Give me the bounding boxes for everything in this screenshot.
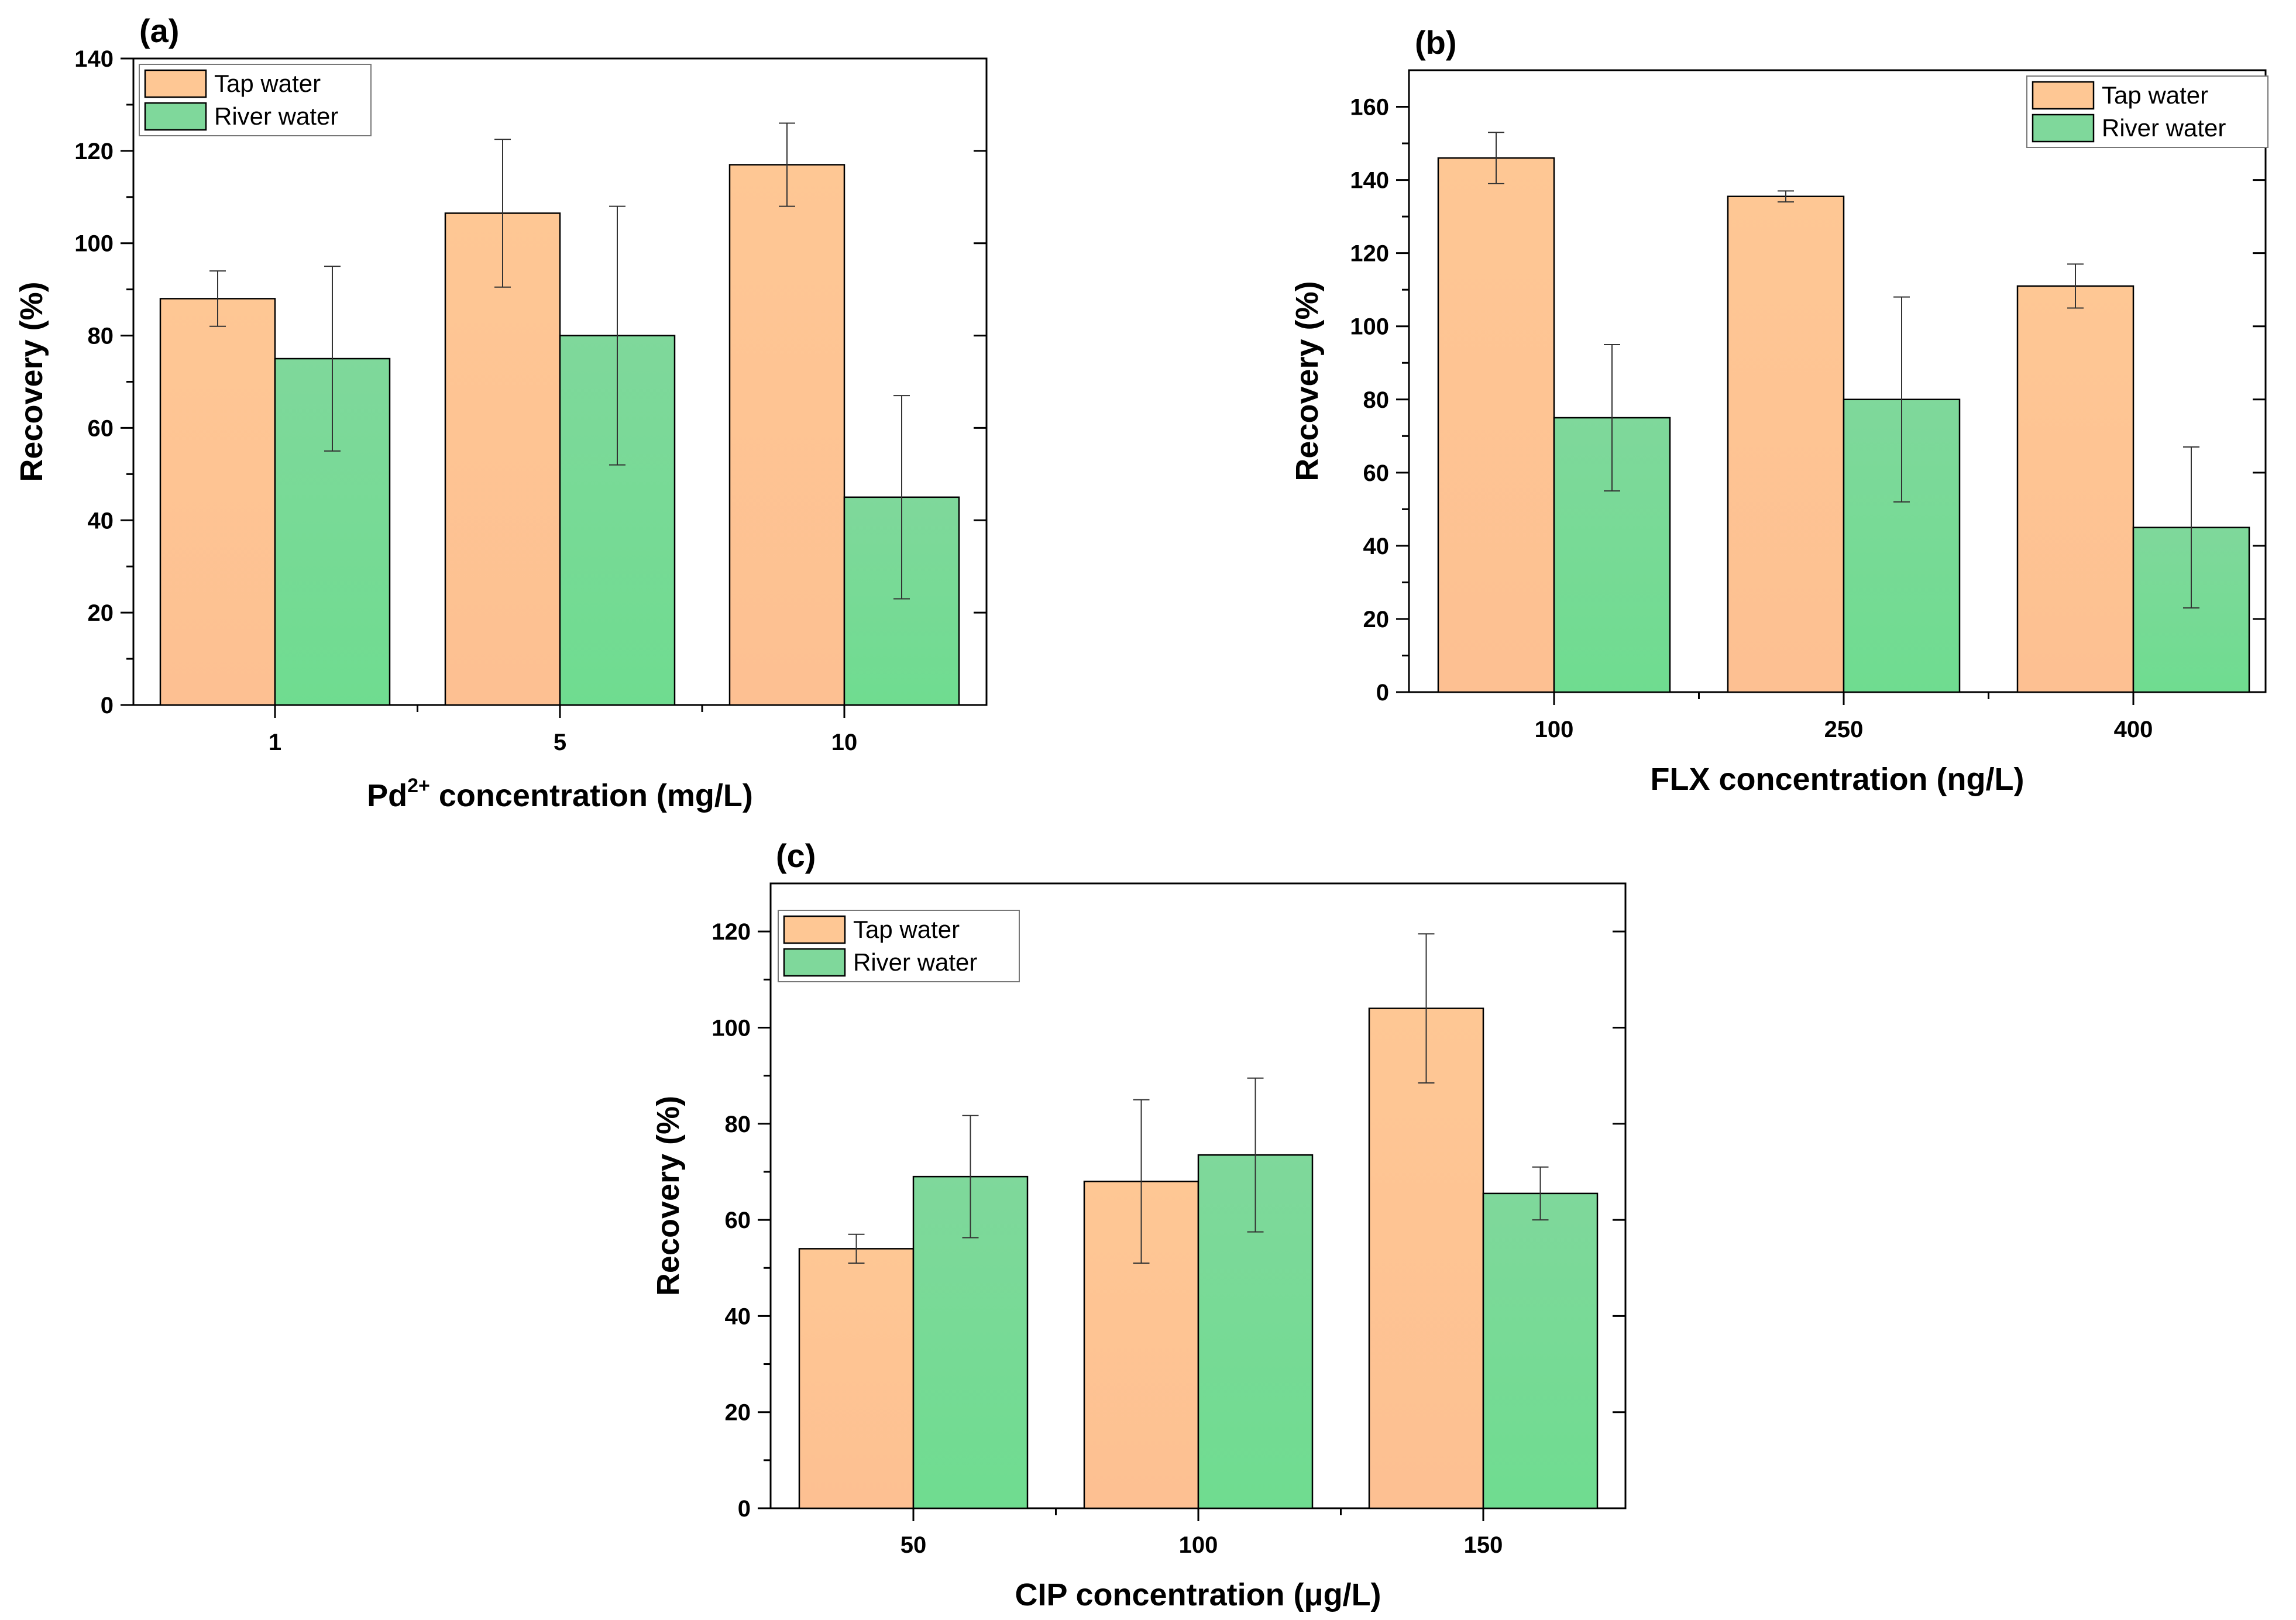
legend: Tap water River water <box>2026 75 2268 148</box>
tap-water-bar-150 <box>1368 1007 1484 1509</box>
y-tick-label: 40 <box>725 1303 751 1329</box>
y-axis-title: Recovery (%) <box>14 281 49 481</box>
legend-swatch-tap <box>2032 81 2095 110</box>
y-tick-label: 160 <box>1350 95 1389 121</box>
panel-label: (b) <box>1415 24 1457 61</box>
legend-swatch-river <box>144 102 207 131</box>
y-tick-label: 140 <box>74 46 114 72</box>
y-tick-label: 60 <box>725 1208 751 1233</box>
x-tick-label: 100 <box>1535 717 1574 742</box>
panel-label: (c) <box>776 837 816 874</box>
legend-entry: River water <box>214 102 338 130</box>
tap-water-bar-10 <box>728 164 845 706</box>
tap-water-bar-400 <box>2016 285 2135 693</box>
y-tick-label: 60 <box>1363 460 1390 486</box>
legend-entry: Tap water <box>214 70 321 97</box>
y-tick-label: 40 <box>1363 534 1390 559</box>
y-tick-label: 20 <box>1363 607 1390 632</box>
legend-entry: Tap water <box>853 916 960 943</box>
y-tick-label: 80 <box>1363 387 1390 413</box>
x-tick-label: 100 <box>1179 1532 1218 1558</box>
tap-water-bar-5 <box>444 212 561 706</box>
x-axis-title-sup: 2+ <box>407 775 430 797</box>
y-tick-label: 80 <box>725 1112 751 1137</box>
legend-swatch-tap <box>783 915 846 944</box>
y-tick-label: 100 <box>74 231 114 257</box>
y-tick-label: 80 <box>88 324 114 349</box>
legend-entry: River water <box>2102 114 2226 142</box>
x-tick-label: 50 <box>900 1532 927 1558</box>
y-axis-title: Recovery (%) <box>1290 281 1325 481</box>
y-tick-label: 0 <box>738 1496 751 1522</box>
y-tick-label: 120 <box>1350 241 1389 267</box>
chart-panel-2: 0 20 40 60 80 100 120 50 100 150 (c) Recovery (%) CI… <box>651 837 1627 1612</box>
tap-water-bar-1 <box>159 298 276 706</box>
y-tick-label: 100 <box>712 1015 751 1041</box>
tap-water-bar-50 <box>798 1248 915 1509</box>
y-tick-label: 60 <box>88 415 114 441</box>
legend-entry: River water <box>853 948 977 976</box>
x-tick-label: 400 <box>2114 717 2153 742</box>
y-tick-label: 120 <box>712 919 751 945</box>
x-axis-title: Pd2+ concentration (mg/L) <box>367 775 753 813</box>
y-tick-label: 140 <box>1350 168 1389 194</box>
x-tick-label: 1 <box>269 730 281 755</box>
chart-panel-1: 0 20 40 60 80 100 120 140 160 100 250 400 (b) Recover… <box>1290 24 2268 797</box>
y-tick-label: 120 <box>74 139 114 164</box>
legend-entry: Tap water <box>2102 81 2208 109</box>
tap-water-bar-250 <box>1727 195 1845 693</box>
x-tick-label: 10 <box>831 730 858 755</box>
x-tick-label: 150 <box>1464 1532 1503 1558</box>
legend: Tap water River water <box>778 910 1020 982</box>
x-axis-title-main: Pd <box>367 778 407 813</box>
y-tick-label: 0 <box>1376 680 1389 706</box>
x-tick-label: 250 <box>1824 717 1864 742</box>
x-tick-label: 5 <box>554 730 566 755</box>
river-water-bar-150 <box>1482 1192 1599 1509</box>
y-tick-label: 40 <box>88 508 114 534</box>
legend-swatch-river <box>783 948 846 977</box>
y-tick-label: 100 <box>1350 314 1389 340</box>
legend-swatch-tap <box>144 69 207 98</box>
y-tick-label: 0 <box>101 693 114 718</box>
legend-swatch-river <box>2032 113 2095 143</box>
legend: Tap water River water <box>139 64 372 136</box>
chart-panel-0: 0 20 40 60 80 100 120 140 1 5 10 (a) Recovery (%) Pd2… <box>14 12 988 813</box>
y-tick-label: 20 <box>725 1400 751 1426</box>
tap-water-bar-100 <box>1437 157 1555 693</box>
x-axis-title: FLX concentration (ng/L) <box>1651 762 2025 797</box>
y-axis-title: Recovery (%) <box>651 1096 686 1296</box>
y-tick-label: 20 <box>88 600 114 626</box>
x-axis-title: CIP concentration (μg/L) <box>1015 1577 1381 1612</box>
panel-label: (a) <box>139 12 179 49</box>
x-axis-title-rest: concentration (mg/L) <box>430 778 753 813</box>
